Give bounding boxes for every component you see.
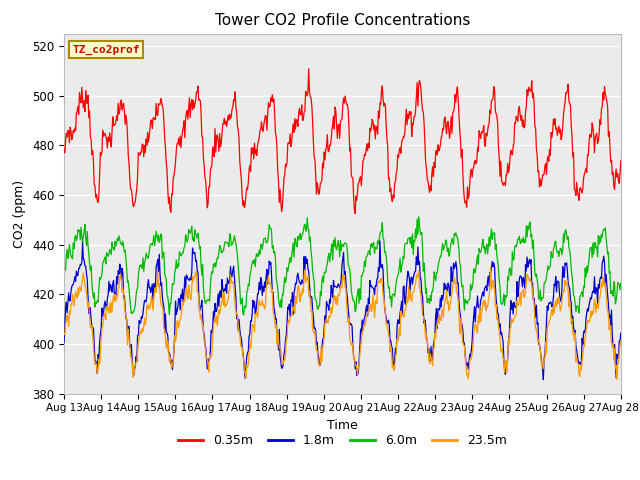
Y-axis label: CO2 (ppm): CO2 (ppm) bbox=[13, 180, 26, 248]
Title: Tower CO2 Profile Concentrations: Tower CO2 Profile Concentrations bbox=[214, 13, 470, 28]
Text: TZ_co2prof: TZ_co2prof bbox=[72, 44, 140, 55]
Legend: 0.35m, 1.8m, 6.0m, 23.5m: 0.35m, 1.8m, 6.0m, 23.5m bbox=[173, 429, 512, 452]
X-axis label: Time: Time bbox=[327, 419, 358, 432]
